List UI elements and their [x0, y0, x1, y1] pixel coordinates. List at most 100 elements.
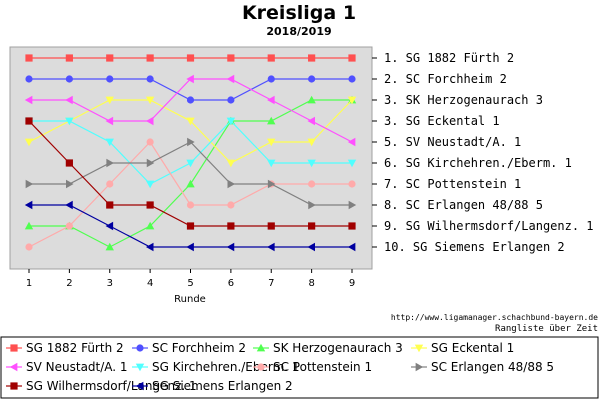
legend-label: SK Herzogenaurach 3: [273, 341, 403, 355]
data-point: [348, 180, 356, 188]
series-1: [25, 54, 356, 62]
data-point: [267, 54, 275, 62]
legend-marker: [135, 381, 144, 391]
data-point: [348, 75, 356, 83]
legend-item: SC Pottenstein 1: [253, 360, 372, 374]
data-point: [186, 179, 195, 188]
legend-item: SG 1882 Fürth 2: [6, 341, 124, 355]
x-tick-label: 1: [26, 278, 32, 289]
data-point: [65, 159, 73, 167]
data-point: [267, 222, 275, 230]
data-point: [65, 95, 73, 105]
legend-marker: [135, 363, 145, 372]
data-point: [24, 221, 34, 230]
rank-label: 10. SG Siemens Erlangen 2: [384, 240, 565, 254]
x-axis-label: Runde: [174, 294, 206, 305]
data-point: [145, 180, 155, 189]
data-point: [267, 179, 276, 189]
data-point: [267, 75, 275, 83]
series-2: [25, 75, 356, 104]
x-tick-label: 8: [308, 278, 314, 289]
legend-item: SV Neustadt/A. 1: [6, 360, 128, 374]
legend-item: SK Herzogenaurach 3: [253, 341, 403, 355]
legend-item: SC Forchheim 2: [132, 341, 246, 355]
rank-label: 3. SG Eckental 1: [384, 114, 500, 128]
data-point: [25, 54, 33, 62]
data-point: [307, 95, 316, 104]
data-point: [106, 180, 114, 188]
data-point: [186, 74, 194, 84]
data-point: [186, 201, 195, 209]
data-point: [145, 116, 154, 126]
series-layer: [24, 54, 357, 252]
data-point: [187, 137, 195, 147]
data-point: [308, 75, 316, 83]
data-point: [65, 222, 73, 230]
legend-label: SC Erlangen 48/88 5: [431, 360, 554, 374]
x-tick-label: 6: [228, 278, 234, 289]
data-point: [226, 117, 236, 126]
data-point: [105, 138, 114, 147]
data-point: [307, 242, 315, 252]
data-point: [226, 74, 235, 84]
legend-label: SG Kirchehren./Eberm. 1: [152, 360, 300, 374]
data-point: [146, 75, 154, 83]
rank-label: 5. SV Neustadt/A. 1: [384, 135, 521, 149]
data-point: [106, 54, 114, 62]
legend-label: SV Neustadt/A. 1: [26, 360, 128, 374]
data-point: [227, 201, 235, 209]
data-point: [146, 138, 154, 146]
data-point: [308, 200, 316, 210]
data-point: [146, 54, 154, 62]
data-point: [308, 222, 316, 230]
data-point: [227, 96, 235, 104]
data-point: [186, 242, 194, 252]
data-point: [308, 54, 316, 62]
data-point: [307, 159, 316, 168]
rank-label: 8. SC Erlangen 48/88 5: [384, 198, 543, 212]
legend-marker: [136, 344, 144, 352]
data-point: [24, 200, 33, 210]
data-point: [146, 201, 154, 209]
data-point: [186, 96, 195, 104]
legend-label: SG Siemens Erlangen 2: [152, 379, 293, 393]
data-point: [105, 116, 114, 126]
data-point: [267, 95, 275, 105]
series-10: [24, 200, 356, 252]
data-point: [25, 179, 34, 189]
legend-item: SC Erlangen 48/88 5: [411, 360, 554, 374]
legend: SG 1882 Fürth 2 SC Forchheim 2 SK Herzogen…: [6, 341, 554, 393]
data-point: [186, 54, 195, 62]
data-point: [65, 54, 73, 62]
rank-label: 1. SG 1882 Fürth 2: [384, 51, 514, 65]
legend-marker: [415, 362, 424, 372]
data-point: [347, 96, 357, 105]
data-point: [25, 75, 33, 83]
credit-caption: Rangliste über Zeit: [495, 324, 598, 334]
legend-marker: [257, 363, 265, 371]
legend-box: [0, 336, 599, 399]
data-point: [227, 54, 235, 62]
rank-label: 9. SG Wilhermsdorf/Langenz. 1: [384, 219, 594, 233]
data-point: [348, 54, 356, 62]
credit-url[interactable]: http://www.ligamanager.schachbund-bayern…: [391, 313, 598, 322]
legend-marker: [9, 362, 18, 372]
legend-marker: [10, 382, 18, 390]
legend-label: SG Wilhermsdorf/Langenz. 1: [26, 379, 197, 393]
rank-label: 2. SC Forchheim 2: [384, 72, 507, 86]
x-tick-label: 5: [187, 278, 193, 289]
data-point: [106, 75, 114, 83]
data-point: [186, 117, 195, 126]
legend-item: SG Siemens Erlangen 2: [132, 379, 293, 393]
x-tick-label: 2: [66, 278, 72, 289]
data-point: [145, 96, 155, 105]
legend-item: SG Eckental 1: [411, 341, 514, 355]
data-point: [267, 242, 275, 252]
data-point: [146, 158, 155, 168]
data-point: [267, 116, 276, 125]
rank-label: 7. SC Pottenstein 1: [384, 177, 521, 191]
data-point: [227, 179, 236, 189]
data-point: [145, 242, 154, 252]
data-point: [106, 158, 114, 168]
